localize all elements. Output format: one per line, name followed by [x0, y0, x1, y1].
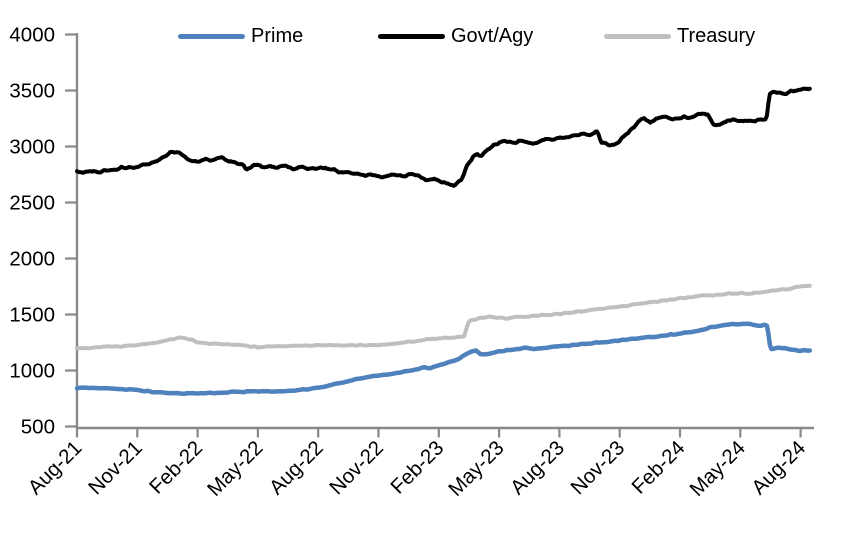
legend-label-treasury: Treasury	[677, 25, 756, 47]
svg-text:Aug-24: Aug-24	[747, 436, 810, 499]
svg-text:Feb-24: Feb-24	[627, 436, 689, 498]
svg-text:Aug-22: Aug-22	[265, 436, 328, 499]
legend-item-prime: Prime	[178, 25, 303, 47]
svg-text:May-22: May-22	[203, 436, 268, 501]
svg-text:May-23: May-23	[444, 436, 509, 501]
svg-text:3000: 3000	[9, 136, 55, 159]
svg-text:3500: 3500	[9, 80, 55, 103]
govt-agy-line-swatch-icon	[378, 33, 445, 39]
chart-legend: Prime Govt/Agy Treasury	[0, 0, 852, 50]
svg-text:2000: 2000	[9, 248, 55, 271]
svg-text:Feb-22: Feb-22	[145, 436, 207, 498]
svg-text:1000: 1000	[9, 360, 55, 383]
svg-text:Nov-21: Nov-21	[84, 436, 147, 499]
svg-text:1500: 1500	[9, 304, 55, 327]
treasury-line-swatch-icon	[604, 33, 671, 39]
svg-text:Aug-23: Aug-23	[506, 436, 569, 499]
svg-text:May-24: May-24	[685, 436, 750, 501]
svg-text:2500: 2500	[9, 192, 55, 215]
svg-text:Nov-23: Nov-23	[566, 436, 629, 499]
svg-text:Nov-22: Nov-22	[325, 436, 388, 499]
svg-text:4000: 4000	[9, 24, 55, 47]
svg-text:Aug-21: Aug-21	[24, 436, 87, 499]
legend-label-govt-agy: Govt/Agy	[451, 25, 534, 47]
legend-item-govt-agy: Govt/Agy	[378, 25, 533, 47]
legend-label-prime: Prime	[251, 25, 304, 47]
svg-text:Feb-23: Feb-23	[386, 436, 448, 498]
prime-line-swatch-icon	[178, 33, 245, 39]
legend-item-treasury: Treasury	[604, 25, 755, 47]
svg-text:500: 500	[21, 416, 55, 439]
